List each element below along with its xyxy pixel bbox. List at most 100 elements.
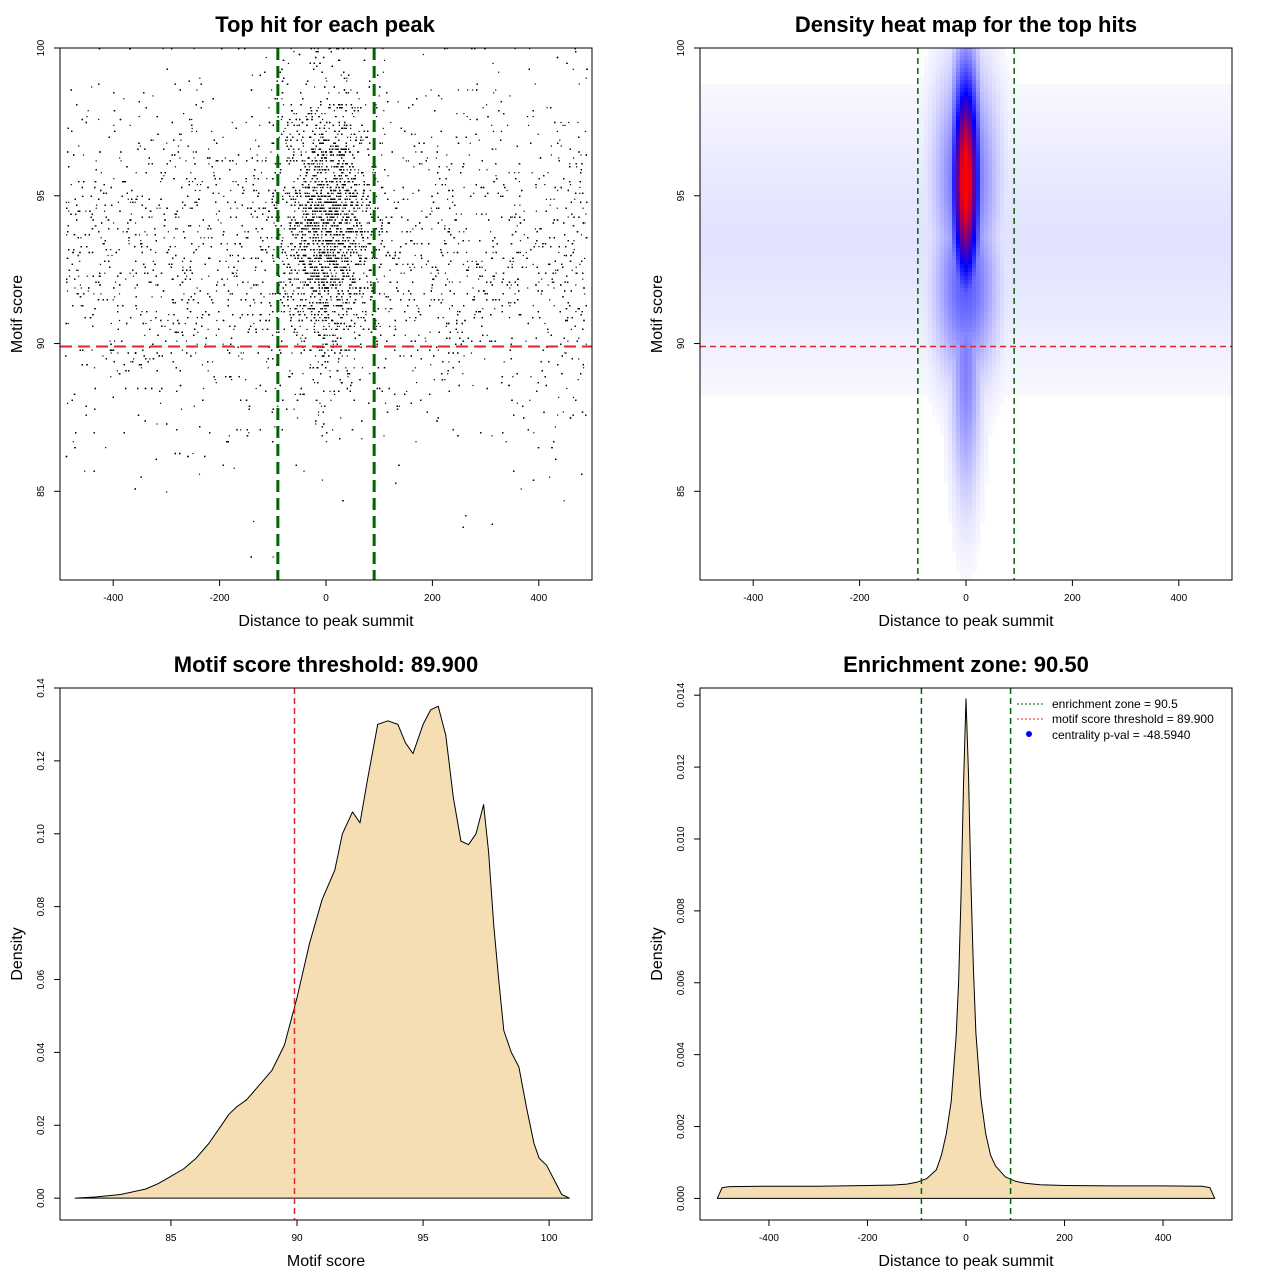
- scatter-point: [344, 257, 346, 259]
- scatter-point: [268, 107, 270, 109]
- scatter-point: [167, 319, 169, 322]
- scatter-point: [529, 48, 531, 50]
- scatter-point: [198, 473, 201, 475]
- scatter-point: [331, 249, 333, 251]
- scatter-point: [571, 269, 573, 271]
- scatter-point: [319, 163, 321, 165]
- scatter-point: [314, 322, 316, 325]
- scatter-point: [529, 399, 531, 401]
- scatter-point: [360, 254, 362, 257]
- scatter-point: [265, 157, 267, 159]
- scatter-point: [585, 213, 587, 215]
- scatter-point: [553, 198, 555, 200]
- scatter-point: [431, 136, 433, 138]
- scatter-point: [139, 145, 141, 147]
- scatter-point: [144, 334, 146, 336]
- scatter-point: [576, 166, 578, 168]
- scatter-point: [314, 290, 317, 292]
- scatter-point: [79, 260, 81, 262]
- scatter-point: [324, 337, 326, 339]
- scatter-point: [469, 118, 471, 121]
- scatter-point: [296, 254, 299, 257]
- scatter-point: [562, 411, 564, 413]
- scatter-point: [306, 246, 308, 248]
- scatter-point: [207, 328, 209, 330]
- scatter-point: [230, 189, 232, 192]
- scatter-point: [349, 243, 351, 245]
- scatter-point: [428, 169, 430, 171]
- scatter-point: [329, 370, 331, 372]
- scatter-point: [151, 216, 153, 218]
- scatter-point: [80, 237, 82, 239]
- scatter-point: [416, 243, 418, 245]
- scatter-point: [466, 275, 468, 277]
- scatter-point: [302, 186, 304, 189]
- scatter-point: [444, 379, 446, 381]
- scatter-point: [196, 343, 198, 345]
- scatter-point: [357, 204, 359, 206]
- scatter-point: [514, 172, 516, 174]
- scatter-point: [321, 479, 323, 481]
- scatter-point: [303, 470, 305, 472]
- scatter-point: [402, 293, 405, 295]
- scatter-point: [406, 390, 408, 392]
- scatter-point: [309, 231, 311, 233]
- scatter-point: [236, 284, 239, 286]
- scatter-point: [341, 107, 343, 109]
- scatter-point: [387, 175, 389, 177]
- scatter-point: [319, 278, 321, 280]
- scatter-point: [384, 133, 386, 135]
- scatter-point: [347, 136, 349, 138]
- scatter-point: [347, 376, 349, 378]
- scatter-point: [576, 272, 578, 274]
- scatter-point: [295, 113, 297, 115]
- scatter-point: [280, 311, 283, 313]
- scatter-point: [446, 48, 448, 50]
- scatter-point: [300, 260, 303, 262]
- scatter-point: [268, 314, 271, 316]
- scatter-point: [174, 213, 176, 215]
- scatter-point: [110, 352, 112, 354]
- scatter-point: [495, 175, 497, 177]
- scatter-point: [564, 352, 566, 354]
- scatter-point: [323, 334, 325, 336]
- scatter-point: [166, 491, 168, 493]
- scatter-point: [251, 74, 254, 76]
- scatter-point: [350, 127, 352, 129]
- scatter-point: [331, 287, 333, 289]
- scatter-point: [418, 334, 420, 336]
- scatter-point: [584, 222, 586, 224]
- scatter-point: [366, 257, 368, 259]
- scatter-point: [303, 305, 305, 307]
- scatter-point: [532, 263, 534, 265]
- scatter-point: [174, 166, 176, 168]
- scatter-point: [314, 260, 316, 262]
- scatter-point: [302, 210, 304, 212]
- scatter-point: [430, 207, 432, 209]
- scatter-point: [391, 240, 393, 242]
- scatter-point: [345, 201, 347, 203]
- scatter-point: [474, 314, 476, 316]
- scatter-point: [324, 124, 326, 126]
- scatter-point: [389, 308, 391, 310]
- scatter-point: [265, 201, 267, 203]
- scatter-point: [68, 210, 70, 212]
- scatter-point: [160, 181, 162, 183]
- scatter-point: [243, 189, 245, 192]
- scatter-point: [85, 210, 87, 212]
- scatter-point: [525, 266, 527, 268]
- scatter-point: [288, 222, 290, 224]
- scatter-point: [573, 249, 575, 251]
- scatter-point: [167, 231, 169, 233]
- scatter-point: [384, 402, 387, 404]
- scatter-point: [233, 275, 235, 277]
- scatter-point: [67, 322, 69, 325]
- scatter-point: [93, 293, 95, 295]
- scatter-point: [303, 228, 306, 230]
- scatter-point: [321, 166, 323, 168]
- scatter-point: [185, 340, 188, 342]
- scatter-point: [110, 322, 112, 325]
- scatter-point: [453, 251, 455, 254]
- scatter-point: [208, 275, 210, 277]
- scatter-point: [326, 343, 328, 345]
